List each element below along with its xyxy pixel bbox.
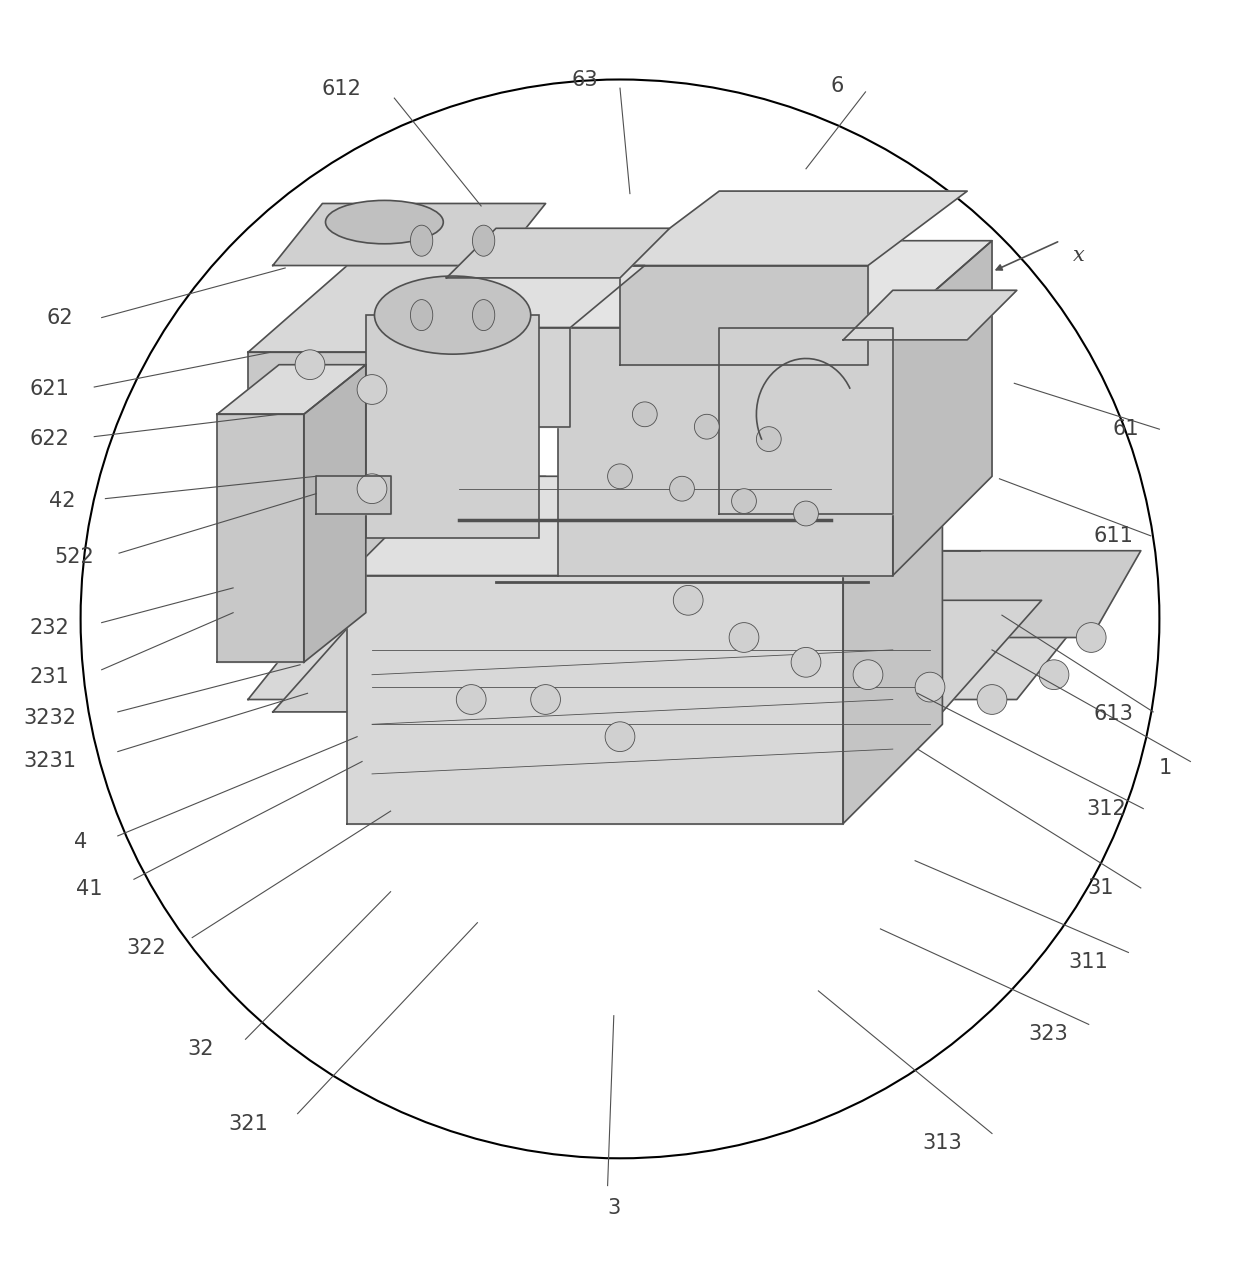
Circle shape — [608, 464, 632, 488]
Polygon shape — [273, 204, 546, 265]
Text: 1: 1 — [1159, 757, 1172, 778]
Polygon shape — [304, 365, 366, 662]
Polygon shape — [843, 291, 1017, 340]
Polygon shape — [719, 328, 893, 514]
Polygon shape — [682, 551, 1141, 638]
Circle shape — [694, 414, 719, 439]
Circle shape — [357, 474, 387, 504]
Text: 4: 4 — [74, 833, 87, 852]
Ellipse shape — [472, 226, 495, 256]
Circle shape — [915, 672, 945, 703]
Text: 313: 313 — [923, 1133, 962, 1154]
Text: 522: 522 — [55, 547, 94, 567]
Circle shape — [729, 622, 759, 653]
Text: 231: 231 — [30, 667, 69, 687]
Polygon shape — [422, 265, 645, 328]
Text: 322: 322 — [126, 937, 166, 958]
Circle shape — [456, 685, 486, 714]
Polygon shape — [366, 315, 539, 538]
Text: 311: 311 — [1069, 952, 1109, 973]
Text: 312: 312 — [1086, 798, 1126, 819]
Text: 3232: 3232 — [24, 708, 76, 728]
Ellipse shape — [472, 300, 495, 330]
Polygon shape — [347, 477, 942, 575]
Polygon shape — [273, 601, 1042, 711]
Text: 323: 323 — [1028, 1024, 1068, 1044]
Polygon shape — [248, 575, 1116, 700]
Text: 63: 63 — [572, 70, 599, 89]
Circle shape — [632, 402, 657, 427]
Text: 321: 321 — [228, 1113, 268, 1133]
Polygon shape — [248, 352, 471, 482]
Circle shape — [295, 349, 325, 380]
Polygon shape — [223, 477, 546, 575]
Circle shape — [732, 488, 756, 514]
Text: 41: 41 — [76, 880, 103, 899]
Polygon shape — [620, 265, 868, 365]
Circle shape — [1076, 622, 1106, 653]
Polygon shape — [422, 328, 570, 427]
Polygon shape — [248, 265, 570, 352]
Circle shape — [357, 375, 387, 404]
Circle shape — [670, 477, 694, 501]
Text: 612: 612 — [321, 79, 361, 99]
Text: 61: 61 — [1112, 419, 1140, 439]
Text: 621: 621 — [30, 380, 69, 399]
Polygon shape — [620, 191, 967, 265]
Circle shape — [531, 685, 560, 714]
Circle shape — [853, 660, 883, 690]
Polygon shape — [893, 241, 992, 575]
Text: 622: 622 — [30, 430, 69, 449]
Polygon shape — [347, 575, 843, 824]
Text: 3231: 3231 — [24, 751, 76, 771]
Circle shape — [791, 648, 821, 677]
Polygon shape — [217, 365, 366, 414]
Polygon shape — [558, 241, 992, 328]
Circle shape — [605, 722, 635, 751]
Circle shape — [756, 427, 781, 451]
Ellipse shape — [410, 226, 433, 256]
Text: 31: 31 — [1087, 878, 1115, 898]
Circle shape — [673, 585, 703, 615]
Ellipse shape — [325, 200, 444, 244]
Text: 32: 32 — [187, 1039, 215, 1060]
Ellipse shape — [374, 277, 531, 354]
Text: x: x — [1073, 246, 1085, 265]
Text: 232: 232 — [30, 617, 69, 638]
Ellipse shape — [410, 300, 433, 330]
Text: 3: 3 — [608, 1198, 620, 1218]
Text: 62: 62 — [46, 307, 73, 328]
Text: 611: 611 — [1094, 525, 1133, 546]
Circle shape — [1039, 660, 1069, 690]
Polygon shape — [316, 477, 391, 514]
Polygon shape — [558, 328, 893, 575]
Polygon shape — [843, 477, 942, 824]
Polygon shape — [446, 228, 670, 278]
Circle shape — [794, 501, 818, 525]
Circle shape — [977, 685, 1007, 714]
Text: 42: 42 — [48, 491, 76, 511]
Text: 6: 6 — [831, 75, 843, 96]
Polygon shape — [217, 414, 304, 662]
Text: 613: 613 — [1094, 704, 1133, 724]
